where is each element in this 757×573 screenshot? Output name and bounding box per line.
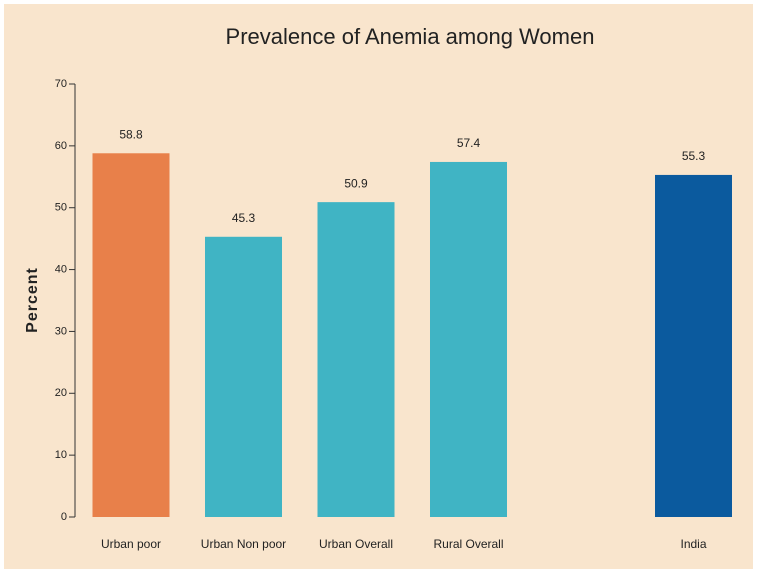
data-label: 50.9 [344, 176, 368, 190]
data-label: 58.8 [119, 127, 143, 141]
y-tick-label: 0 [61, 511, 67, 523]
y-tick-label: 60 [55, 140, 67, 152]
data-label: 57.4 [457, 136, 481, 150]
y-tick-label: 70 [55, 78, 67, 90]
y-tick-label: 30 [55, 325, 67, 337]
x-tick-label: Urban Non poor [201, 537, 286, 551]
y-tick-label: 40 [55, 263, 67, 275]
x-tick-label: Rural Overall [433, 537, 503, 551]
chart-title: Prevalence of Anemia among Women [226, 24, 595, 49]
bar [317, 202, 395, 517]
x-tick-label: Urban poor [101, 537, 161, 551]
bar [655, 174, 732, 517]
y-tick-label: 10 [55, 449, 67, 461]
data-label: 45.3 [232, 211, 256, 225]
y-tick-label: 50 [55, 202, 67, 214]
bar [430, 161, 507, 517]
bar [205, 236, 282, 517]
y-tick-label: 20 [55, 387, 67, 399]
x-tick-label: India [680, 537, 706, 551]
y-axis-label: Percent [24, 267, 41, 333]
x-tick-label: Urban Overall [319, 537, 393, 551]
bar [92, 153, 170, 517]
data-label: 55.3 [682, 149, 706, 163]
